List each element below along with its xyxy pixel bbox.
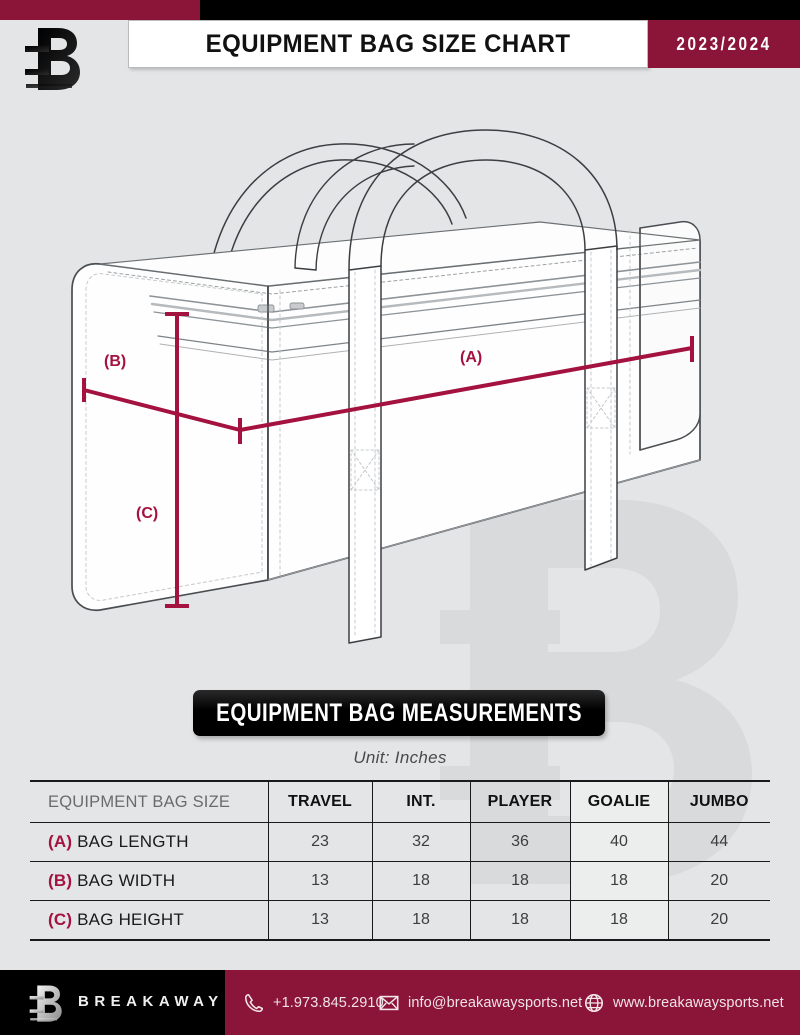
- row-name-b: BAG WIDTH: [77, 871, 176, 890]
- dimension-label-b: (B): [104, 353, 126, 370]
- column-header-travel: TRAVEL: [267, 780, 372, 823]
- footer-phone[interactable]: +1.973.845.2910: [243, 970, 384, 1035]
- row-tag-b: (B): [48, 871, 73, 890]
- cell-width-player: 18: [469, 861, 570, 901]
- row-label-bag-height: (C) BAG HEIGHT: [30, 900, 268, 941]
- cell-width-int: 18: [371, 861, 470, 901]
- header-title-banner: EQUIPMENT BAG SIZE CHART: [128, 20, 648, 68]
- footer-maroon-panel: [225, 970, 800, 1035]
- footer-website-text: www.breakawaysports.net: [613, 994, 784, 1011]
- unit-note: Unit: Inches: [353, 748, 447, 767]
- cell-height-jumbo: 20: [667, 900, 770, 941]
- cell-height-player: 18: [469, 900, 570, 941]
- cell-height-travel: 13: [267, 900, 372, 941]
- footer-website[interactable]: www.breakawaysports.net: [583, 970, 784, 1035]
- measurements-banner-label: EQUIPMENT BAG MEASUREMENTS: [216, 698, 582, 727]
- table-row: (A) BAG LENGTH 23 32 36 40 44: [30, 822, 770, 862]
- cell-height-int: 18: [371, 900, 470, 941]
- measurements-banner: EQUIPMENT BAG MEASUREMENTS: [193, 690, 605, 736]
- row-label-bag-width: (B) BAG WIDTH: [30, 861, 268, 901]
- page-title: EQUIPMENT BAG SIZE CHART: [205, 29, 571, 58]
- dimension-label-a: (A): [460, 349, 482, 366]
- table-row: (B) BAG WIDTH 13 18 18 18 20: [30, 861, 770, 901]
- cell-length-goalie: 40: [569, 822, 668, 862]
- row-name-a: BAG LENGTH: [77, 832, 189, 851]
- measurements-table-wrap: EQUIPMENT BAG SIZE TRAVEL INT. PLAYER GO…: [30, 780, 770, 941]
- header-black-bar: [0, 0, 800, 20]
- cell-width-jumbo: 20: [667, 861, 770, 901]
- column-header-jumbo: JUMBO: [667, 780, 770, 823]
- column-header-size: EQUIPMENT BAG SIZE: [30, 780, 268, 823]
- globe-icon: [584, 993, 604, 1012]
- phone-icon: [244, 993, 264, 1012]
- envelope-icon: [379, 995, 399, 1010]
- cell-width-travel: 13: [267, 861, 372, 901]
- cell-length-player: 36: [469, 822, 570, 862]
- cell-length-travel: 23: [267, 822, 372, 862]
- table-row: (C) BAG HEIGHT 13 18 18 18 20: [30, 900, 770, 941]
- header-year-badge: 2023/2024: [648, 20, 800, 68]
- column-header-int: INT.: [371, 780, 470, 823]
- table-header-row: EQUIPMENT BAG SIZE TRAVEL INT. PLAYER GO…: [30, 780, 770, 823]
- column-header-goalie: GOALIE: [569, 780, 668, 823]
- row-tag-a: (A): [48, 832, 73, 851]
- header-maroon-bar: [0, 0, 200, 20]
- equipment-bag-illustration: (B) (A) (C): [71, 129, 702, 644]
- footer-phone-text: +1.973.845.2910: [273, 994, 384, 1011]
- column-header-player: PLAYER: [469, 780, 570, 823]
- cell-length-int: 32: [371, 822, 470, 862]
- footer-email-text: info@breakawaysports.net: [408, 994, 583, 1011]
- page-footer: BREAKAWAY +1.973.845.2910 info@breakaway…: [0, 970, 800, 1035]
- breakaway-b-logo-icon: [25, 28, 80, 90]
- row-name-c: BAG HEIGHT: [77, 910, 184, 929]
- footer-email[interactable]: info@breakawaysports.net: [378, 970, 582, 1035]
- row-tag-c: (C): [48, 910, 73, 929]
- row-label-bag-length: (A) BAG LENGTH: [30, 822, 268, 862]
- footer-brand-name: BREAKAWAY: [78, 993, 224, 1010]
- cell-height-goalie: 18: [569, 900, 668, 941]
- dimension-label-c: (C): [136, 505, 158, 522]
- year-label: 2023/2024: [676, 33, 772, 54]
- measurements-table: EQUIPMENT BAG SIZE TRAVEL INT. PLAYER GO…: [30, 780, 770, 941]
- cell-length-jumbo: 44: [667, 822, 770, 862]
- cell-width-goalie: 18: [569, 861, 668, 901]
- footer-breakaway-b-logo-icon: [29, 985, 62, 1022]
